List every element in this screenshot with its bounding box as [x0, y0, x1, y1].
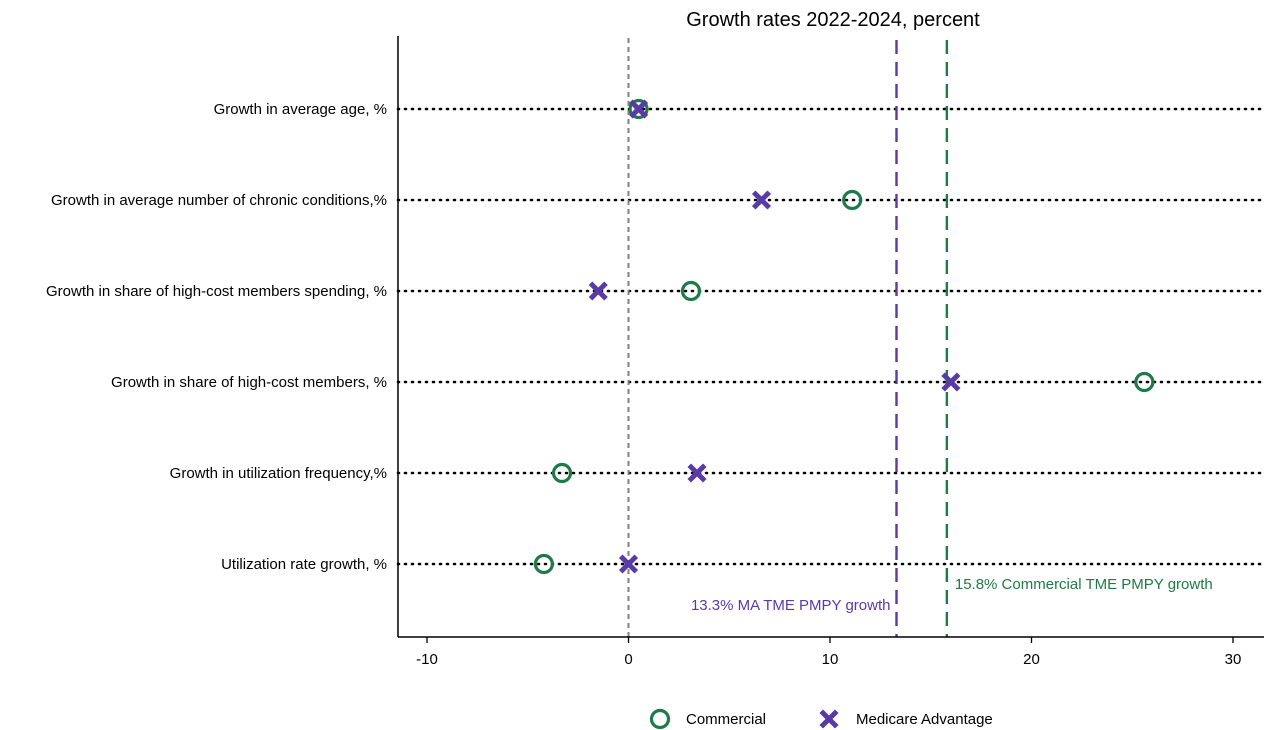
commercial-point — [1134, 371, 1155, 393]
legend-commercial-marker — [649, 708, 671, 730]
medicare-advantage-point — [941, 372, 961, 392]
x-marker-stroke — [687, 463, 707, 483]
medicare-advantage-point — [751, 190, 772, 210]
x-axis-ticks: -10 0 10 20 30 — [416, 637, 1241, 668]
data-markers — [533, 98, 1155, 575]
x-tick-label: 20 — [1023, 651, 1040, 668]
x-marker-stroke — [819, 709, 839, 729]
x-tick-label: 0 — [624, 651, 632, 668]
x-tick-label: 30 — [1225, 651, 1242, 668]
legend: Commercial Medicare Advantage — [649, 708, 993, 730]
commercial-point — [551, 462, 573, 484]
commercial-point — [680, 280, 702, 302]
legend-commercial-label: Commercial — [686, 711, 766, 728]
category-label: Utilization rate growth, % — [221, 556, 387, 573]
category-label: Growth in average age, % — [214, 101, 387, 118]
commercial-point — [533, 553, 554, 575]
commercial-point — [628, 98, 649, 120]
reference-lines: 13.3% MA TME PMPY growth 15.8% Commercial… — [627, 38, 1213, 637]
legend-medicare-advantage-label: Medicare Advantage — [856, 711, 993, 728]
x-marker-stroke — [629, 99, 649, 119]
category-label: Growth in share of high-cost members, % — [111, 374, 387, 391]
category-label: Growth in utilization frequency,% — [170, 465, 387, 482]
x-tick-label: 10 — [822, 651, 839, 668]
chart-title: Growth rates 2022-2024, percent — [686, 9, 980, 31]
medicare-advantage-point — [588, 281, 608, 301]
category-labels: Growth in average age, % Growth in averag… — [46, 101, 387, 573]
x-marker-stroke — [751, 190, 772, 210]
x-marker-stroke — [941, 372, 961, 392]
reference-line-label: 13.3% MA TME PMPY growth — [691, 597, 891, 614]
row-guide-lines — [396, 107, 1266, 566]
medicare-advantage-point — [618, 554, 639, 574]
legend-medicare-advantage-marker — [819, 709, 839, 729]
x-marker-stroke — [618, 554, 639, 574]
axes — [397, 36, 1264, 638]
x-marker-stroke — [588, 281, 608, 301]
commercial-point — [842, 189, 863, 211]
medicare-advantage-point — [629, 99, 649, 119]
x-tick-label: -10 — [416, 651, 438, 668]
reference-line-label: 15.8% Commercial TME PMPY growth — [955, 576, 1213, 593]
category-label: Growth in share of high-cost members spe… — [46, 283, 387, 300]
category-label: Growth in average number of chronic cond… — [51, 192, 387, 209]
medicare-advantage-point — [687, 463, 707, 483]
